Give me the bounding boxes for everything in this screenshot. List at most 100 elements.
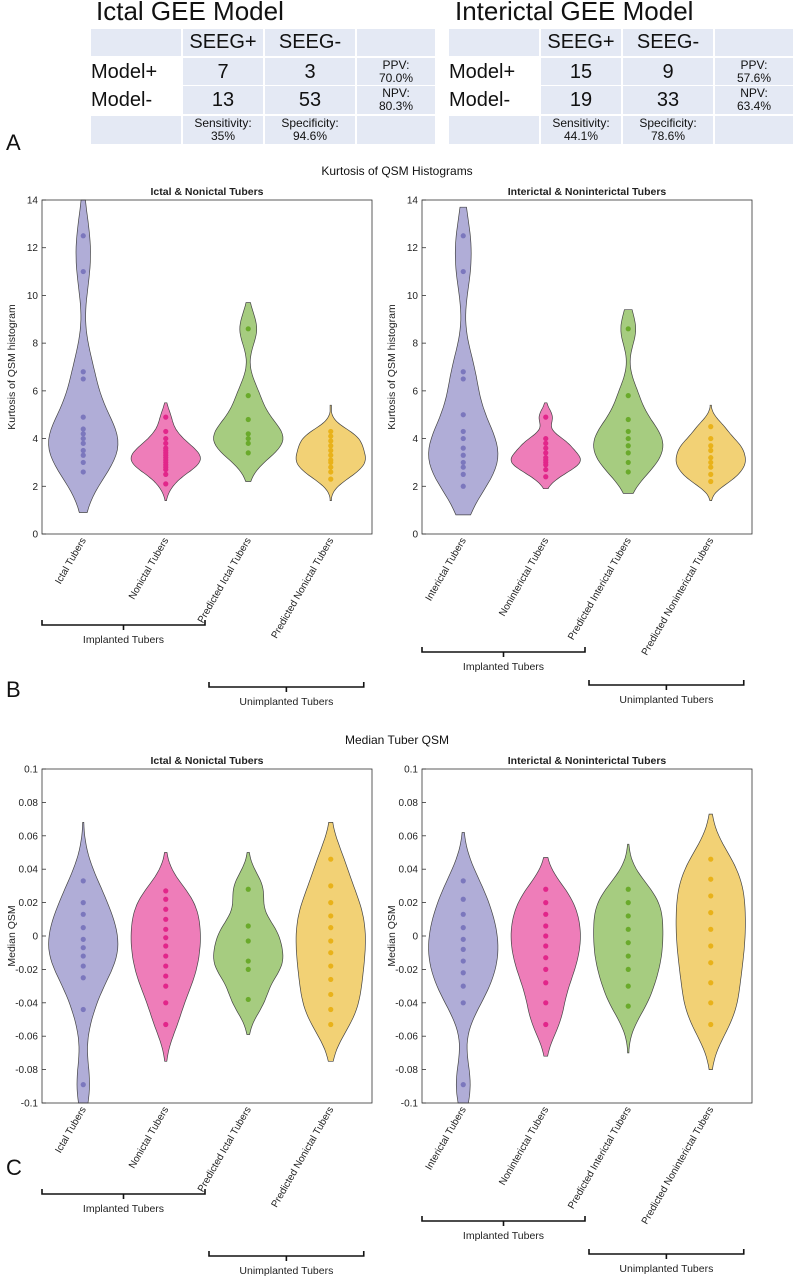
data-point — [543, 886, 549, 892]
data-point — [625, 926, 631, 932]
data-point — [80, 447, 86, 454]
specificity-value: 78.6% — [650, 129, 686, 143]
group-label: Unimplanted Tubers — [619, 1263, 713, 1275]
data-point — [625, 983, 631, 989]
data-point — [460, 464, 466, 470]
table-empty-cell — [449, 116, 539, 144]
ictal-table-title: Ictal GEE Model — [96, 0, 284, 26]
y-tick-label: 2 — [32, 482, 38, 493]
y-tick-label: 12 — [407, 243, 419, 254]
bracket-line — [41, 1189, 206, 1195]
count-cell: 19 — [541, 86, 621, 114]
data-point — [625, 953, 631, 959]
violin-shape — [428, 206, 499, 516]
sensitivity-value: 44.1% — [563, 129, 599, 143]
data-point — [328, 447, 334, 454]
data-point — [163, 888, 169, 894]
data-point — [460, 471, 466, 477]
stat-label: PPV: — [382, 58, 410, 72]
specificity-label: Specificity: — [281, 116, 339, 130]
data-point — [543, 943, 549, 949]
data-point — [625, 1003, 631, 1009]
col-header-cell: SEEG- — [623, 29, 713, 56]
stat-cell: NPV: 63.4% — [715, 86, 793, 114]
sensitivity-label: Sensitivity: — [194, 116, 252, 130]
data-point — [460, 435, 466, 442]
data-point — [245, 326, 251, 332]
data-point — [80, 963, 86, 969]
x-tick-label: Noninterictal Tubers — [497, 536, 551, 619]
data-point — [460, 233, 466, 239]
data-point — [245, 958, 251, 964]
data-point — [708, 876, 714, 882]
y-tick-label: 14 — [27, 196, 39, 207]
data-point — [245, 966, 251, 973]
data-point — [625, 469, 631, 475]
data-point — [328, 963, 334, 969]
interictal-table-title: Interictal GEE Model — [455, 0, 694, 26]
x-tick-label: Predicted Interictal Tubers — [566, 536, 634, 642]
count-value: 13 — [211, 89, 235, 111]
data-point — [80, 469, 86, 475]
y-tick-label: 0.04 — [19, 865, 39, 876]
table-empty-cell — [357, 116, 435, 144]
bracket-line — [588, 680, 745, 686]
stat-cell: PPV: 70.0% — [357, 58, 435, 85]
data-point — [328, 938, 334, 944]
data-point — [80, 426, 86, 432]
data-point — [543, 474, 549, 480]
table-empty-cell — [715, 29, 793, 56]
data-point — [460, 946, 466, 952]
data-point — [328, 469, 334, 475]
data-point — [460, 459, 466, 466]
data-point — [708, 447, 714, 454]
group-label: Implanted Tubers — [83, 634, 164, 646]
violin-shape — [213, 302, 284, 482]
count-cell: 33 — [623, 86, 713, 114]
y-tick-label: 4 — [412, 434, 418, 445]
group-label: Implanted Tubers — [463, 1230, 544, 1242]
data-point — [460, 1082, 466, 1088]
y-tick-label: -0.1 — [21, 1099, 39, 1110]
stat-cell: PPV: 57.6% — [715, 58, 793, 85]
data-point — [460, 268, 466, 275]
data-point — [163, 896, 169, 902]
data-point — [328, 913, 334, 919]
chart-title: Interictal & Noninterictal Tubers — [508, 186, 667, 198]
violin-shape — [48, 199, 119, 513]
data-point — [708, 464, 714, 470]
violin-shape — [48, 822, 119, 1104]
data-point — [80, 459, 86, 466]
y-tick-label: 4 — [32, 434, 38, 445]
data-point — [80, 925, 86, 931]
data-point — [80, 440, 86, 446]
plot-frame — [41, 199, 373, 535]
data-point — [80, 911, 86, 917]
data-point — [708, 435, 714, 442]
y-tick-label: 10 — [407, 291, 419, 302]
data-point — [460, 911, 466, 917]
bracket-line — [421, 647, 586, 653]
data-point — [543, 911, 549, 917]
x-tick-label: Noninterictal Tubers — [497, 1105, 551, 1188]
data-point — [543, 933, 549, 939]
sensitivity-cell: Sensitivity: 44.1% — [541, 116, 621, 144]
interictal-gee-table: SEEG+ SEEG- Model+ 15 9 PPV: 57.6% Model- 19 33 NP… — [449, 29, 793, 144]
y-tick-label: 0 — [32, 932, 38, 943]
data-point — [163, 963, 169, 969]
chart-title: Interictal & Noninterictal Tubers — [508, 755, 667, 767]
data-point — [625, 443, 631, 449]
data-point — [163, 1000, 169, 1006]
y-tick-label: 8 — [412, 339, 418, 350]
violin-chart-panel: Interictal & Noninterictal Tubers -0.1 -0.… — [386, 755, 753, 1275]
data-point — [543, 1000, 549, 1006]
data-point — [625, 913, 631, 919]
plot-frame — [421, 199, 753, 535]
row-label: Model+ — [449, 61, 516, 83]
data-point — [328, 1021, 334, 1028]
y-tick-label: 0.06 — [399, 831, 419, 842]
y-tick-label: 0 — [412, 530, 418, 541]
panel-letter-c: C — [6, 1155, 22, 1180]
y-tick-label: -0.08 — [15, 1065, 38, 1076]
data-point — [460, 483, 466, 489]
